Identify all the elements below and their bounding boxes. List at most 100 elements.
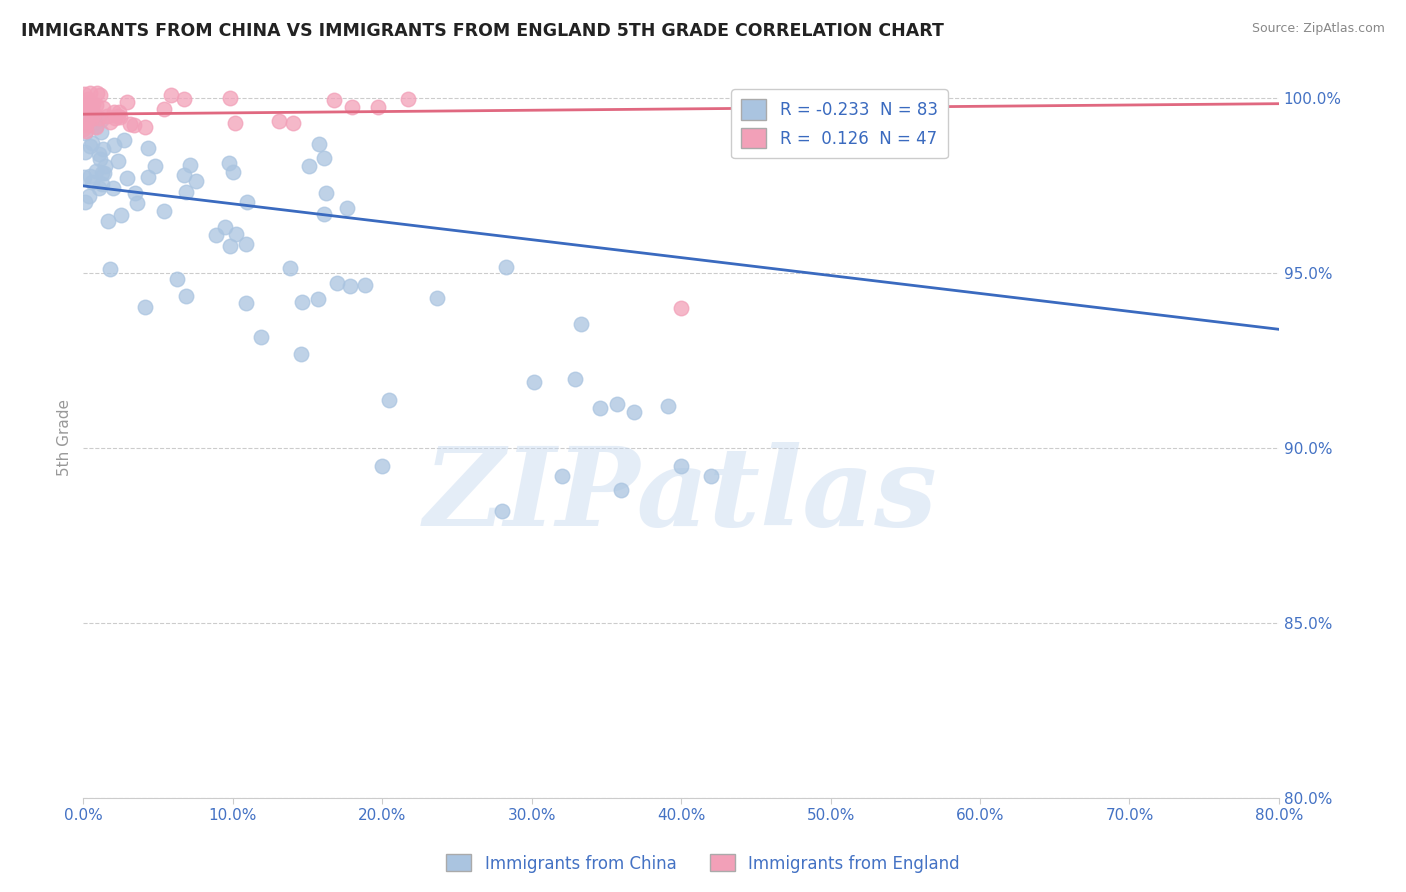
Point	[218, 156, 240, 170]
Point	[98, 262, 121, 277]
Point	[134, 300, 156, 314]
Point	[101, 181, 124, 195]
Point	[83, 107, 105, 121]
Point	[90, 166, 112, 180]
Point	[564, 372, 586, 386]
Point	[218, 91, 240, 105]
Point	[298, 159, 321, 173]
Point	[214, 220, 236, 235]
Text: IMMIGRANTS FROM CHINA VS IMMIGRANTS FROM ENGLAND 5TH GRADE CORRELATION CHART: IMMIGRANTS FROM CHINA VS IMMIGRANTS FROM…	[21, 22, 943, 40]
Point	[79, 189, 101, 203]
Point	[90, 112, 112, 127]
Point	[84, 164, 107, 178]
Point	[75, 124, 97, 138]
Point	[342, 100, 364, 114]
Point	[84, 114, 107, 128]
Point	[103, 138, 125, 153]
Point	[73, 87, 96, 101]
Point	[589, 401, 612, 416]
Text: ZIPatlas: ZIPatlas	[425, 442, 938, 549]
Legend: R = -0.233  N = 83, R =  0.126  N = 47: R = -0.233 N = 83, R = 0.126 N = 47	[731, 89, 948, 159]
Point	[235, 236, 257, 251]
Point	[523, 375, 546, 389]
Point	[86, 120, 108, 135]
Point	[308, 136, 330, 151]
Point	[76, 113, 98, 128]
Point	[73, 170, 96, 185]
Point	[87, 181, 110, 195]
Point	[76, 99, 98, 113]
Point	[235, 194, 257, 209]
Point	[153, 204, 176, 219]
Point	[336, 201, 359, 215]
Point	[122, 118, 145, 132]
Point	[396, 92, 419, 106]
Point	[79, 112, 101, 126]
Point	[290, 347, 312, 361]
Point	[84, 119, 107, 133]
Point	[371, 458, 394, 473]
Point	[491, 504, 513, 518]
Point	[103, 104, 125, 119]
Point	[339, 279, 361, 293]
Point	[93, 159, 115, 173]
Point	[77, 92, 100, 106]
Point	[77, 102, 100, 116]
Point	[91, 101, 114, 115]
Legend: Immigrants from China, Immigrants from England: Immigrants from China, Immigrants from E…	[440, 847, 966, 880]
Point	[75, 194, 97, 209]
Point	[136, 141, 159, 155]
Point	[225, 227, 247, 241]
Point	[79, 139, 101, 153]
Point	[115, 95, 138, 110]
Point	[136, 169, 159, 184]
Point	[73, 114, 96, 128]
Point	[80, 175, 103, 189]
Point	[623, 404, 645, 418]
Point	[82, 96, 104, 111]
Point	[93, 166, 115, 180]
Point	[143, 159, 166, 173]
Point	[173, 92, 195, 106]
Point	[250, 330, 273, 344]
Point	[79, 87, 101, 101]
Point	[115, 170, 138, 185]
Point	[269, 114, 291, 128]
Point	[235, 296, 257, 310]
Point	[89, 111, 111, 125]
Point	[315, 186, 337, 200]
Point	[179, 158, 201, 172]
Point	[110, 111, 132, 125]
Point	[79, 169, 101, 183]
Point	[86, 86, 108, 100]
Point	[314, 152, 336, 166]
Point	[75, 119, 97, 133]
Point	[72, 122, 94, 136]
Point	[86, 97, 108, 112]
Point	[91, 177, 114, 191]
Point	[107, 153, 129, 168]
Point	[314, 206, 336, 220]
Point	[90, 125, 112, 139]
Point	[222, 164, 245, 178]
Point	[184, 174, 207, 188]
Point	[354, 278, 377, 293]
Point	[89, 152, 111, 166]
Point	[426, 291, 449, 305]
Point	[127, 196, 149, 211]
Point	[173, 169, 195, 183]
Point	[160, 87, 183, 102]
Point	[124, 186, 146, 200]
Point	[174, 185, 197, 199]
Point	[367, 100, 389, 114]
Point	[606, 397, 628, 411]
Y-axis label: 5th Grade: 5th Grade	[58, 400, 72, 476]
Point	[224, 115, 246, 129]
Point	[610, 483, 633, 498]
Point	[108, 105, 131, 120]
Point	[174, 289, 197, 303]
Point	[89, 87, 111, 102]
Point	[281, 116, 304, 130]
Point	[278, 260, 301, 275]
Point	[75, 145, 97, 159]
